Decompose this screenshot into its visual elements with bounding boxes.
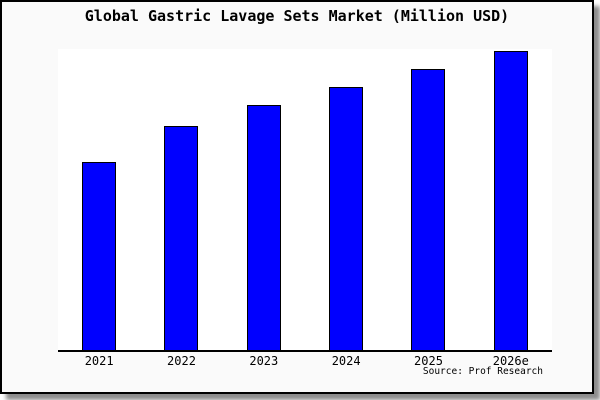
x-tick-label: 2025	[414, 354, 443, 368]
chart-frame: Global Gastric Lavage Sets Market (Milli…	[0, 0, 594, 394]
bar-2021	[82, 162, 117, 350]
bar-slot	[223, 49, 305, 350]
plot-area	[58, 49, 552, 352]
bar-slot	[387, 49, 469, 350]
x-axis-labels: 2021 2022 2023 2024 2025 2026e	[58, 354, 552, 368]
bar-2026e	[493, 51, 528, 350]
bar-2023	[246, 105, 281, 350]
x-tick-label: 2021	[84, 354, 114, 368]
x-tick-label: 2026e	[492, 354, 529, 368]
x-tick-label: 2024	[331, 354, 361, 368]
chart-title: Global Gastric Lavage Sets Market (Milli…	[84, 7, 510, 25]
bar-2025	[411, 69, 446, 350]
bar-slot	[305, 49, 387, 350]
bar-2022	[164, 126, 199, 350]
bar-slot	[470, 49, 552, 350]
x-tick-label: 2022	[167, 354, 196, 368]
bar-slot	[140, 49, 222, 350]
bar-2024	[329, 87, 364, 350]
source-caption: Source: Prof Research	[422, 366, 543, 377]
bar-slot	[58, 49, 140, 350]
x-tick-label: 2023	[249, 354, 279, 368]
